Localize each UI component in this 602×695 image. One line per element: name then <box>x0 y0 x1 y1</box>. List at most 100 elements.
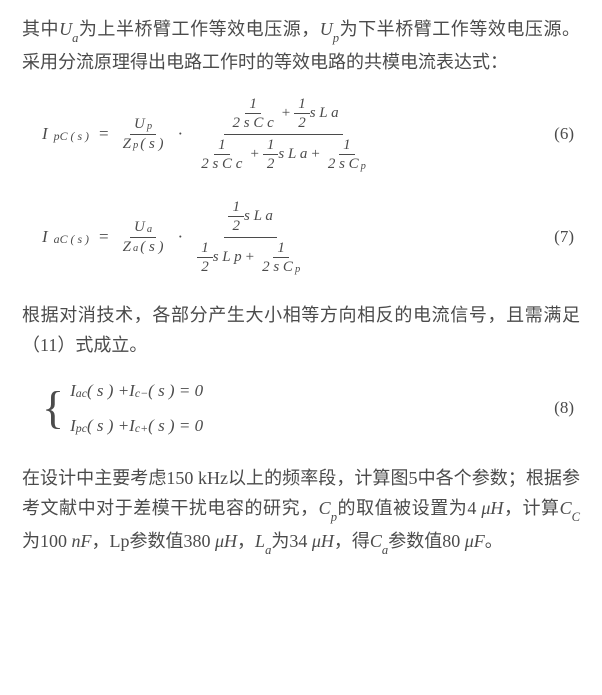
big-fraction: 12 s L a 12 s L p + 12 s C p <box>193 197 308 278</box>
equation-body: { Iac ( s ) + Ic− ( s ) = 0 Ipc ( s ) + … <box>42 377 203 441</box>
text: 参数值80 <box>388 531 465 551</box>
sub: c+ <box>135 418 148 438</box>
n: 1 <box>339 136 355 156</box>
unit: μH <box>481 498 503 518</box>
equation-6: IpC ( s ) = Up Zp( s ) · 12 s C c + 12 s… <box>22 94 580 175</box>
sub: pc <box>76 418 87 438</box>
paragraph-intro: 其中Ua为上半桥臂工作等效电压源，Up为下半桥臂工作等效电压源。采用分流原理得出… <box>22 14 580 78</box>
d: 2 <box>228 217 244 236</box>
lhs-sub: pC ( s ) <box>54 126 89 146</box>
var-La: L <box>255 531 265 551</box>
plus: + <box>307 146 323 163</box>
sub: ac <box>76 383 87 403</box>
tail: ( s ) <box>140 136 163 153</box>
dot: · <box>174 223 188 252</box>
equation-body: IaC ( s ) = Ua Za( s ) · 12 s L a 12 s L… <box>42 197 308 278</box>
equals: = <box>95 223 113 252</box>
frac-Up-Zp: Up Zp( s ) <box>119 115 168 153</box>
unit: μH <box>215 531 237 551</box>
t: ( s ) = 0 <box>148 377 203 406</box>
d: 2 <box>263 155 279 174</box>
plus: + <box>278 105 294 122</box>
t: ( s ) = 0 <box>148 412 203 441</box>
n: 1 <box>228 198 244 218</box>
sub: p <box>333 31 339 45</box>
sub: a <box>382 543 388 557</box>
paragraph-cancel: 根据对消技术，各部分产生大小相等方向相反的电流信号，且需满足（11）式成立。 <box>22 300 580 361</box>
sub: p <box>331 510 337 524</box>
d: 2 <box>197 258 213 277</box>
d: 2 <box>294 114 310 133</box>
n: 1 <box>197 239 213 259</box>
sub: c− <box>135 383 148 403</box>
text: 其中 <box>22 19 59 39</box>
sub: p <box>133 140 138 152</box>
d: 2 s C <box>262 259 293 276</box>
text: ，Lp参数值380 <box>92 531 216 551</box>
var-Ca: C <box>370 531 382 551</box>
equation-number: (7) <box>554 223 574 252</box>
unit: μH <box>312 531 334 551</box>
n: 1 <box>294 95 310 115</box>
t: ( s ) + <box>87 412 129 441</box>
sub: p <box>147 121 152 133</box>
d: 2 s C c <box>228 114 277 133</box>
lhs-var: I <box>42 120 48 149</box>
frac-Ua-Za: Ua Za( s ) <box>119 218 168 256</box>
sub: a <box>133 243 138 255</box>
sub: p <box>295 264 300 276</box>
var-Ua: U <box>59 19 72 39</box>
text: 的取值被设置为4 <box>337 498 481 518</box>
var-Cc: C <box>560 498 572 518</box>
n: 1 <box>245 95 261 115</box>
text: 为34 <box>271 531 312 551</box>
n: 1 <box>273 239 289 259</box>
text: 为上半桥臂工作等效电压源， <box>78 19 319 39</box>
system-row-2: Ipc ( s ) + Ic+ ( s ) = 0 <box>70 412 203 441</box>
tail: ( s ) <box>140 239 163 256</box>
equation-number: (6) <box>554 120 574 149</box>
system-row-1: Iac ( s ) + Ic− ( s ) = 0 <box>70 377 203 406</box>
left-brace: { <box>42 390 64 427</box>
d: 2 s C c <box>197 155 246 174</box>
n: 1 <box>263 136 279 156</box>
equation-8: { Iac ( s ) + Ic− ( s ) = 0 Ipc ( s ) + … <box>22 377 580 441</box>
equation-body: IpC ( s ) = Up Zp( s ) · 12 s C c + 12 s… <box>42 94 374 175</box>
text: 。 <box>485 531 503 551</box>
equation-number: (8) <box>554 394 574 423</box>
var-Cp: C <box>319 498 331 518</box>
den: Z <box>123 239 131 256</box>
num: U <box>134 219 145 236</box>
unit: μF <box>465 531 485 551</box>
unit: nF <box>72 531 92 551</box>
equals: = <box>95 120 113 149</box>
text: ，得 <box>334 531 370 551</box>
tail: s L a <box>244 208 273 225</box>
lhs-var: I <box>42 223 48 252</box>
sub: C <box>572 510 580 524</box>
dot: · <box>174 120 188 149</box>
text: 为100 <box>22 531 72 551</box>
t: ( s ) + <box>87 377 129 406</box>
paragraph-params: 在设计中主要考虑150 kHz以上的频率段，计算图5中各个参数；根据参考文献中对… <box>22 463 580 560</box>
n: 1 <box>214 136 230 156</box>
num: U <box>134 116 145 133</box>
lhs-sub: aC ( s ) <box>54 229 89 249</box>
d: 2 s C <box>328 156 359 173</box>
tail: s L a <box>278 146 307 163</box>
sub: a <box>265 543 271 557</box>
sub: a <box>72 31 78 45</box>
text: 根据对消技术，各部分产生大小相等方向相反的电流信号，且需满足（11）式成立。 <box>22 305 580 356</box>
tail: s L p <box>213 249 242 266</box>
var-Up: U <box>320 19 333 39</box>
text: ， <box>237 531 255 551</box>
big-fraction: 12 s C c + 12 s L a 12 s C c + 12 s L a … <box>193 94 374 175</box>
den: Z <box>123 136 131 153</box>
plus: + <box>246 146 262 163</box>
plus: + <box>242 249 258 266</box>
tail: s L a <box>310 105 339 122</box>
sub: p <box>361 161 366 173</box>
sub: a <box>147 224 152 236</box>
equation-7: IaC ( s ) = Ua Za( s ) · 12 s L a 12 s L… <box>22 197 580 278</box>
text: ，计算 <box>503 498 559 518</box>
